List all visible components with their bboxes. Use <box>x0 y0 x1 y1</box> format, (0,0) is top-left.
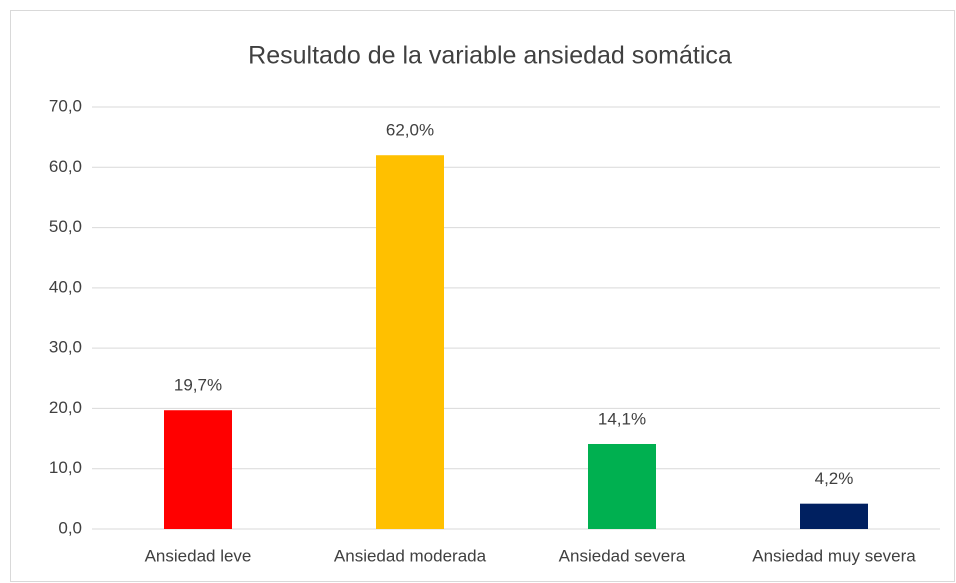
chart-title: Resultado de la variable ansiedad somáti… <box>248 42 732 70</box>
y-tick-label: 40,0 <box>49 277 82 296</box>
data-label: 19,7% <box>174 376 222 395</box>
x-tick-label: Ansiedad muy severa <box>752 546 916 565</box>
y-tick-label: 50,0 <box>49 217 82 236</box>
y-tick-label: 70,0 <box>49 96 82 115</box>
y-tick-label: 10,0 <box>49 458 82 477</box>
x-tick-label: Ansiedad leve <box>145 546 252 565</box>
bar <box>164 410 232 529</box>
chart-border <box>10 10 955 582</box>
y-tick-label: 60,0 <box>49 157 82 176</box>
y-tick-label: 30,0 <box>49 338 82 357</box>
data-label: 62,0% <box>386 121 434 140</box>
x-tick-label: Ansiedad moderada <box>334 546 487 565</box>
x-tick-label: Ansiedad severa <box>559 546 686 565</box>
bar <box>588 443 656 529</box>
y-tick-label: 20,0 <box>49 398 82 417</box>
data-label: 14,1% <box>598 409 646 428</box>
data-label: 4,2% <box>815 469 854 488</box>
bar <box>376 155 444 529</box>
y-tick-label: 0,0 <box>58 518 82 537</box>
bar <box>800 503 868 529</box>
